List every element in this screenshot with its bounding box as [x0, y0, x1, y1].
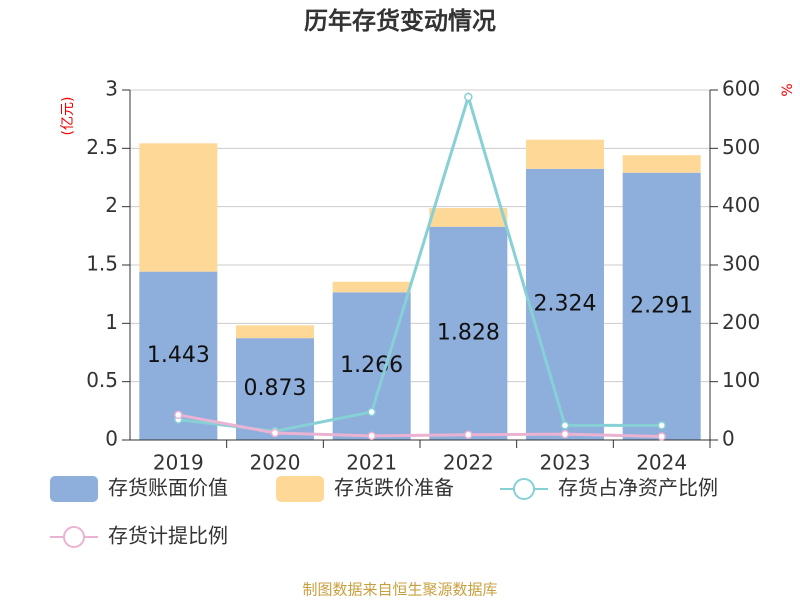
y2-tick-label: 300 — [722, 252, 760, 276]
line-point — [657, 432, 666, 441]
bar-segment — [622, 172, 701, 440]
y2-tick-label: 200 — [722, 310, 760, 334]
bar-segment — [526, 168, 604, 440]
y2-tick-label: 0 — [722, 427, 735, 451]
y-tick-label: 3 — [105, 77, 118, 101]
line-point — [270, 428, 280, 438]
value-label: 0.873 — [244, 376, 307, 401]
y2-axis-label: % — [780, 83, 796, 96]
bar-segment — [622, 155, 701, 173]
x-tick-label: 2019 — [153, 451, 204, 475]
y-tick-label: 0 — [105, 427, 118, 451]
y2-tick-label: 600 — [722, 77, 760, 101]
value-label: 1.828 — [437, 320, 500, 345]
bar-segment — [139, 143, 218, 272]
line — [178, 413, 662, 438]
legend-label: 存货计提比例 — [108, 524, 228, 548]
y2-tick-label: 400 — [722, 193, 760, 217]
line-point — [464, 430, 473, 439]
y-tick-label: 2 — [105, 193, 118, 217]
line-point — [464, 92, 473, 102]
y-tick-label: 1.5 — [86, 252, 118, 276]
line-point — [560, 421, 570, 430]
y-tick-label: 0.5 — [86, 368, 118, 392]
legend-swatch — [513, 478, 535, 500]
bar-segment — [526, 139, 604, 169]
line-point — [367, 431, 376, 441]
line-point — [174, 410, 183, 420]
y2-tick-label: 100 — [722, 368, 760, 392]
bar-segment — [429, 208, 508, 227]
y-axis-label: (亿元) — [60, 97, 76, 136]
value-label: 2.324 — [534, 291, 597, 316]
x-tick-label: 2021 — [346, 451, 397, 475]
bar-segment — [332, 281, 411, 293]
chart-title: 历年存货变动情况 — [304, 7, 496, 35]
bar-segment — [429, 226, 508, 440]
line-point — [367, 407, 376, 417]
x-tick-label: 2020 — [250, 451, 301, 475]
x-tick-label: 2023 — [540, 451, 591, 475]
line-point — [657, 421, 666, 430]
value-label: 1.266 — [340, 353, 403, 378]
bar-segment — [236, 338, 314, 440]
y2-tick-label: 500 — [722, 135, 760, 159]
x-tick-label: 2022 — [443, 451, 494, 475]
y-tick-label: 1 — [105, 310, 118, 334]
legend-swatch — [63, 526, 85, 548]
legend-label: 存货跌价准备 — [334, 476, 454, 500]
value-label: 2.291 — [630, 293, 693, 318]
x-tick-label: 2024 — [636, 451, 687, 475]
line-point — [560, 429, 570, 439]
y-tick-label: 2.5 — [86, 135, 118, 159]
legend-swatch — [50, 476, 98, 502]
value-label: 1.443 — [147, 343, 210, 368]
bar-segment — [236, 325, 314, 339]
legend-label: 存货账面价值 — [108, 476, 228, 500]
legend-swatch — [276, 476, 324, 502]
source-note: 制图数据来自恒生聚源数据库 — [302, 581, 497, 599]
legend-label: 存货占净资产比例 — [558, 476, 718, 500]
